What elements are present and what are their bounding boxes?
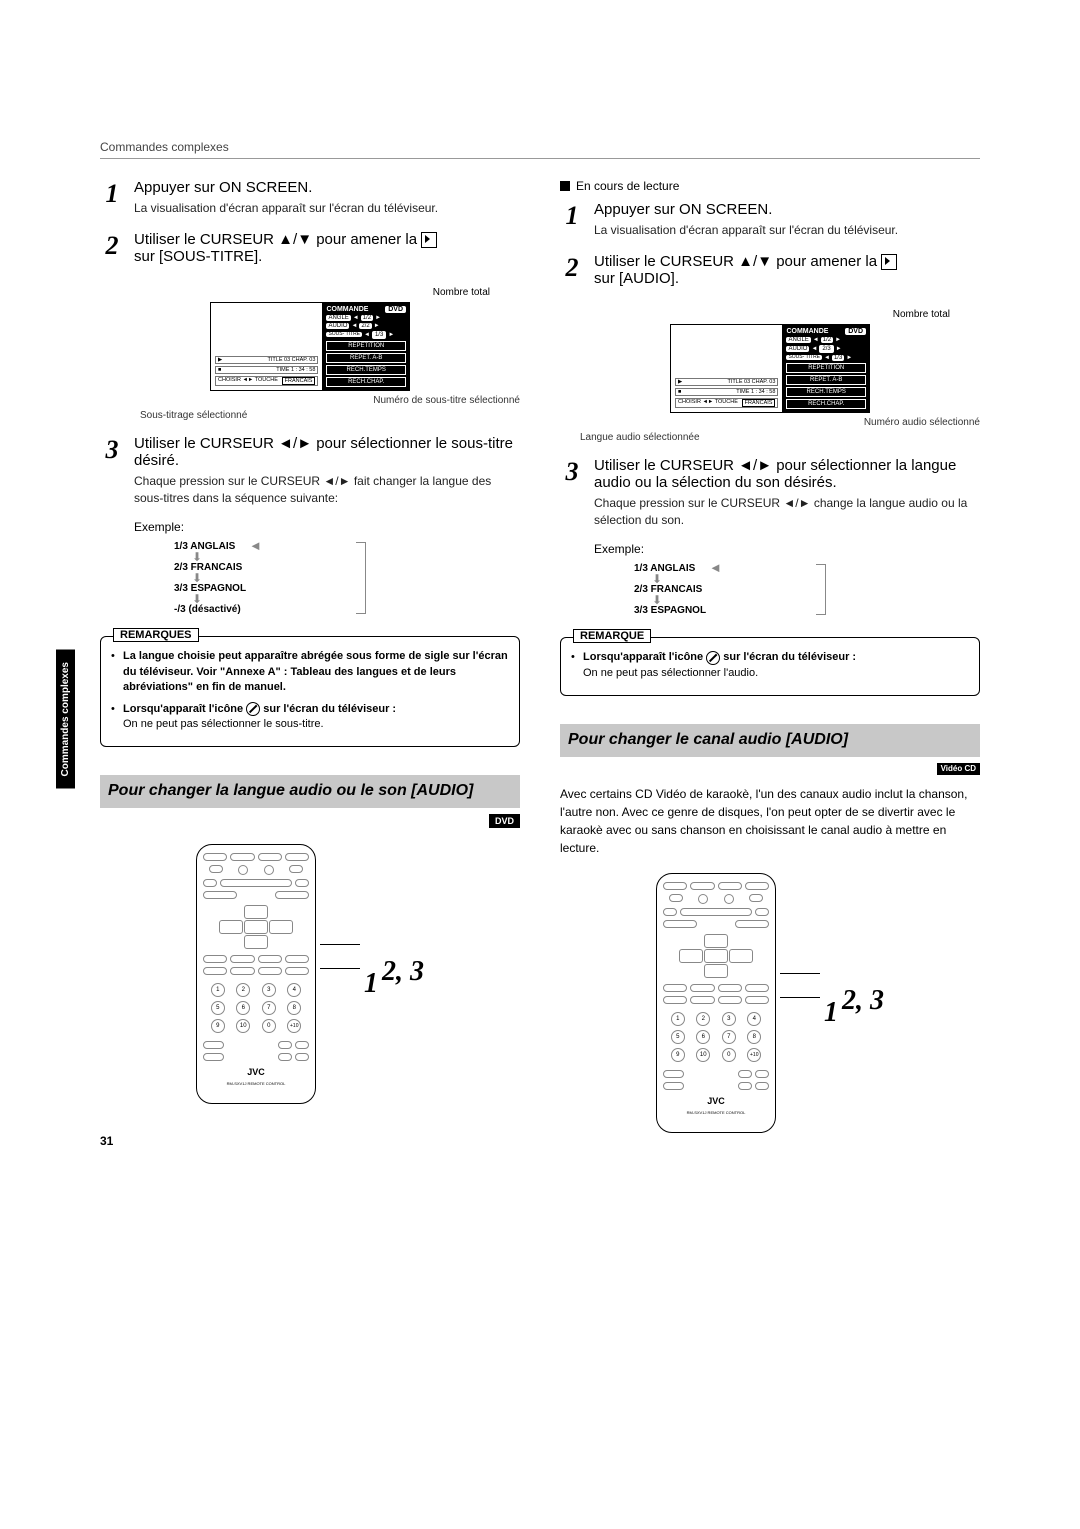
remote-control: 1234 5678 9100+10 JVC RM-SXV1J REMOTE CO… [656, 873, 776, 1133]
arrow-left-icon: ◄ [249, 538, 262, 553]
numpad: 1234 5678 9100+10 [667, 1012, 765, 1062]
total-label: Nombre total [893, 309, 950, 320]
remarks-title: REMARQUES [113, 628, 199, 642]
remote-control: 1234 5678 9100+10 JVC RM-SXV1J REMOTE CO… [196, 844, 316, 1104]
right-step-3: 3 Utiliser le CURSEUR ◄/► pour sélection… [560, 457, 980, 529]
caption-2: Langue audio sélectionnée [580, 432, 700, 443]
dpad [219, 905, 293, 949]
right-step-1: 1 Appuyer sur ON SCREEN. La visualisatio… [560, 201, 980, 239]
side-tab: Commandes complexes [56, 650, 75, 789]
caption-2: Sous-titrage sélectionné [140, 410, 247, 421]
right-osd-figure: Nombre total ▶TITLE 03 CHAP. 03 ■TIME 1 … [560, 305, 980, 443]
step-number: 1 [100, 179, 124, 209]
left-section-title: Pour changer la langue audio ou le son [… [100, 775, 520, 808]
right-paragraph: Avec certains CD Vidéo de karaokè, l'un … [560, 785, 980, 857]
page-number: 31 [100, 1134, 520, 1148]
step-title: Utiliser le CURSEUR ▲/▼ pour amener la s… [134, 231, 520, 265]
step-number: 1 [560, 201, 584, 231]
osd-box: ▶TITLE 03 CHAP. 03 ■TIME 1 : 34 : 58 CHO… [210, 302, 410, 391]
left-remarks: REMARQUES La langue choisie peut apparaî… [100, 636, 520, 747]
numpad: 1234 5678 9100+10 [207, 983, 305, 1033]
step-desc: Chaque pression sur le CURSEUR ◄/► fait … [134, 473, 520, 507]
bracket-icon [816, 564, 826, 615]
step-desc: La visualisation d'écran apparaît sur l'… [594, 222, 980, 239]
cursor-icon [421, 232, 437, 248]
osd-box: ▶TITLE 03 CHAP. 03 ■TIME 1 : 34 : 58 CHO… [670, 324, 870, 413]
left-step-2: 2 Utiliser le CURSEUR ▲/▼ pour amener la… [100, 231, 520, 269]
right-column: En cours de lecture 1 Appuyer sur ON SCR… [560, 179, 980, 1148]
step-desc: Chaque pression sur le CURSEUR ◄/► chang… [594, 495, 980, 529]
right-section-title: Pour changer le canal audio [AUDIO] [560, 724, 980, 757]
right-remote-figure: 1234 5678 9100+10 JVC RM-SXV1J REMOTE CO… [560, 873, 980, 1133]
arrow-down-icon: ⬇ [174, 553, 354, 561]
arrow-down-icon: ⬇ [634, 596, 814, 604]
step-title: Appuyer sur ON SCREEN. [134, 179, 520, 196]
step-title: Utiliser le CURSEUR ▲/▼ pour amener la s… [594, 253, 980, 287]
total-label: Nombre total [433, 287, 490, 298]
square-bullet-icon [560, 181, 570, 191]
right-sequence: Exemple: ◄ 1/3 ANGLAIS ⬇ 2/3 FRANCAIS ⬇ … [560, 542, 980, 619]
example-label: Exemple: [594, 542, 980, 556]
arrow-down-icon: ⬇ [634, 575, 814, 583]
bracket-icon [356, 542, 366, 614]
brand-label: JVC [663, 1096, 769, 1106]
left-step-3: 3 Utiliser le CURSEUR ◄/► pour sélection… [100, 435, 520, 507]
step-title: Appuyer sur ON SCREEN. [594, 201, 980, 218]
callout-1: 1 [824, 997, 838, 1029]
left-sequence: Exemple: ◄ 1/3 ANGLAIS ⬇ 2/3 FRANCAIS ⬇ … [100, 520, 520, 618]
step-number: 3 [100, 435, 124, 465]
dpad [679, 934, 753, 978]
prohibit-icon [246, 702, 260, 716]
callout-lines [780, 953, 820, 1053]
step-number: 2 [560, 253, 584, 283]
left-step-1: 1 Appuyer sur ON SCREEN. La visualisatio… [100, 179, 520, 217]
step-desc: La visualisation d'écran apparaît sur l'… [134, 200, 520, 217]
right-remarks: REMARQUE Lorsqu'apparaît l'icône sur l'é… [560, 637, 980, 696]
dvd-badge: DVD [489, 814, 520, 828]
step-title: Utiliser le CURSEUR ◄/► pour sélectionne… [134, 435, 520, 469]
left-osd-figure: Nombre total ▶TITLE 03 CHAP. 03 ■TIME 1 … [100, 283, 520, 421]
left-remote-figure: 1234 5678 9100+10 JVC RM-SXV1J REMOTE CO… [100, 844, 520, 1104]
callout-23: 2, 3 [382, 956, 424, 988]
step-number: 2 [100, 231, 124, 261]
callout-23: 2, 3 [842, 985, 884, 1017]
example-label: Exemple: [134, 520, 520, 534]
cursor-icon [881, 254, 897, 270]
brand-label: JVC [203, 1067, 309, 1077]
right-sub-heading: En cours de lecture [560, 179, 980, 193]
arrow-down-icon: ⬇ [174, 574, 354, 582]
caption-1: Numéro audio sélectionné [864, 417, 980, 428]
step-title: Utiliser le CURSEUR ◄/► pour sélectionne… [594, 457, 980, 491]
right-step-2: 2 Utiliser le CURSEUR ▲/▼ pour amener la… [560, 253, 980, 291]
brand-sub: RM-SXV1J REMOTE CONTROL [663, 1110, 769, 1115]
step-number: 3 [560, 457, 584, 487]
arrow-left-icon: ◄ [709, 560, 722, 575]
left-column: 1 Appuyer sur ON SCREEN. La visualisatio… [100, 179, 520, 1148]
remarks-title: REMARQUE [573, 629, 651, 643]
arrow-down-icon: ⬇ [174, 595, 354, 603]
callout-1: 1 [364, 968, 378, 1000]
brand-sub: RM-SXV1J REMOTE CONTROL [203, 1081, 309, 1086]
callout-lines [320, 924, 360, 1024]
caption-1: Numéro de sous-titre sélectionné [373, 395, 520, 406]
page-header: Commandes complexes [100, 140, 980, 159]
prohibit-icon [706, 651, 720, 665]
vcd-badge: Vidéo CD [937, 763, 980, 775]
